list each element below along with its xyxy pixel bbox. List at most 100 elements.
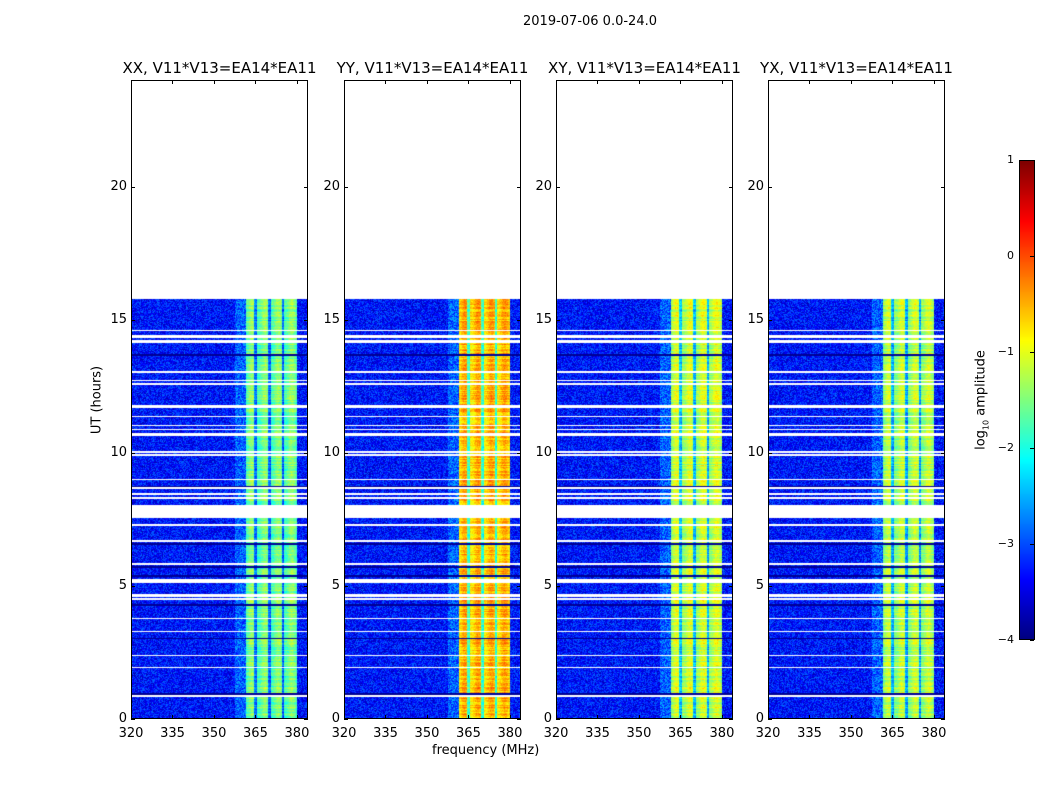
y-tick	[344, 719, 348, 720]
colorbar-tick	[1030, 544, 1034, 545]
y-tick-right	[729, 452, 733, 454]
y-tick-label: 20	[747, 178, 764, 194]
y-tick	[556, 719, 560, 720]
y-tick	[768, 319, 772, 321]
x-tick	[172, 715, 174, 719]
x-tick-top	[556, 80, 557, 84]
x-tick-top	[344, 80, 345, 84]
y-tick	[556, 319, 560, 321]
figure-title: 2019-07-06 0.0-24.0	[523, 14, 657, 29]
y-tick-right	[304, 585, 308, 587]
y-tick-right	[304, 719, 308, 720]
x-tick-label: 350	[838, 726, 864, 741]
x-tick-label: 320	[755, 726, 781, 741]
colorbar-tick-label: −3	[997, 537, 1014, 550]
x-tick	[809, 715, 811, 719]
x-tick-top	[597, 80, 599, 84]
y-tick-right	[304, 186, 308, 188]
y-tick	[556, 186, 560, 188]
waterfall-image	[557, 81, 732, 718]
x-tick-top	[255, 80, 257, 84]
x-tick	[213, 715, 215, 719]
x-tick	[680, 715, 682, 719]
x-tick-top	[172, 80, 174, 84]
x-tick-label: 335	[160, 726, 185, 741]
y-tick	[344, 319, 348, 321]
x-tick-label: 380	[921, 726, 947, 741]
colorbar-gradient	[1020, 161, 1034, 639]
x-tick-label: 320	[118, 726, 144, 741]
x-tick	[597, 715, 599, 719]
x-tick	[892, 715, 894, 719]
y-tick-label: 0	[543, 711, 552, 726]
y-tick-right	[729, 585, 733, 587]
x-tick	[933, 715, 935, 719]
x-tick-label: 380	[709, 726, 735, 741]
y-tick-label: 20	[323, 178, 340, 194]
y-tick	[768, 186, 772, 188]
waterfall-panel-1	[131, 80, 308, 719]
colorbar-tick	[1030, 448, 1034, 449]
y-tick-label: 20	[535, 178, 552, 194]
x-tick-top	[385, 80, 387, 84]
y-tick-right	[941, 452, 945, 454]
y-tick-right	[304, 452, 308, 454]
x-tick-label: 335	[585, 726, 610, 741]
y-tick-label: 5	[543, 577, 552, 593]
colorbar-label: log10 amplitude	[974, 350, 991, 450]
x-tick-label: 380	[497, 726, 523, 741]
x-tick-label: 320	[543, 726, 569, 741]
colorbar-tick	[1030, 256, 1034, 257]
x-tick-top	[809, 80, 811, 84]
x-tick	[426, 715, 428, 719]
x-tick-top	[680, 80, 682, 84]
colorbar-tick	[1030, 352, 1034, 353]
y-tick-label: 10	[323, 444, 340, 460]
x-tick	[850, 715, 852, 719]
x-tick-top	[131, 80, 132, 84]
x-tick-label: 365	[456, 726, 481, 741]
y-tick-right	[517, 719, 521, 720]
colorbar-label-log: log	[973, 430, 989, 450]
y-tick-right	[517, 186, 521, 188]
y-tick-label: 15	[747, 311, 764, 327]
panel-title: XX, V11*V13=EA14*EA11	[122, 59, 317, 77]
x-tick-label: 365	[243, 726, 268, 741]
x-tick-top	[933, 80, 935, 84]
x-tick-label: 350	[626, 726, 652, 741]
y-tick-right	[517, 585, 521, 587]
y-tick-right	[729, 319, 733, 321]
x-tick-label: 350	[201, 726, 227, 741]
y-tick-label: 0	[118, 711, 127, 726]
waterfall-image	[769, 81, 944, 718]
waterfall-image	[345, 81, 520, 718]
y-tick-right	[941, 585, 945, 587]
y-tick	[344, 452, 348, 454]
y-tick-right	[729, 186, 733, 188]
panel-title: XY, V11*V13=EA14*EA11	[548, 59, 741, 77]
x-tick-top	[768, 80, 769, 84]
y-tick	[768, 585, 772, 587]
y-tick-label: 10	[110, 444, 127, 460]
x-tick	[131, 715, 132, 719]
y-tick-right	[941, 186, 945, 188]
x-tick	[509, 715, 511, 719]
colorbar-tick-label: −2	[997, 441, 1014, 454]
y-tick	[131, 719, 135, 720]
y-tick	[131, 585, 135, 587]
waterfall-panel-4	[768, 80, 945, 719]
x-tick-top	[296, 80, 298, 84]
y-tick-label: 5	[331, 577, 340, 593]
x-tick-top	[638, 80, 640, 84]
x-tick	[385, 715, 387, 719]
y-tick	[556, 585, 560, 587]
x-tick-top	[892, 80, 894, 84]
x-tick	[468, 715, 470, 719]
x-tick-label: 365	[880, 726, 905, 741]
waterfall-image	[132, 81, 307, 718]
waterfall-panel-3	[556, 80, 733, 719]
y-tick	[768, 452, 772, 454]
waterfall-panel-2	[344, 80, 521, 719]
y-tick-right	[517, 452, 521, 454]
y-tick-label: 10	[747, 444, 764, 460]
